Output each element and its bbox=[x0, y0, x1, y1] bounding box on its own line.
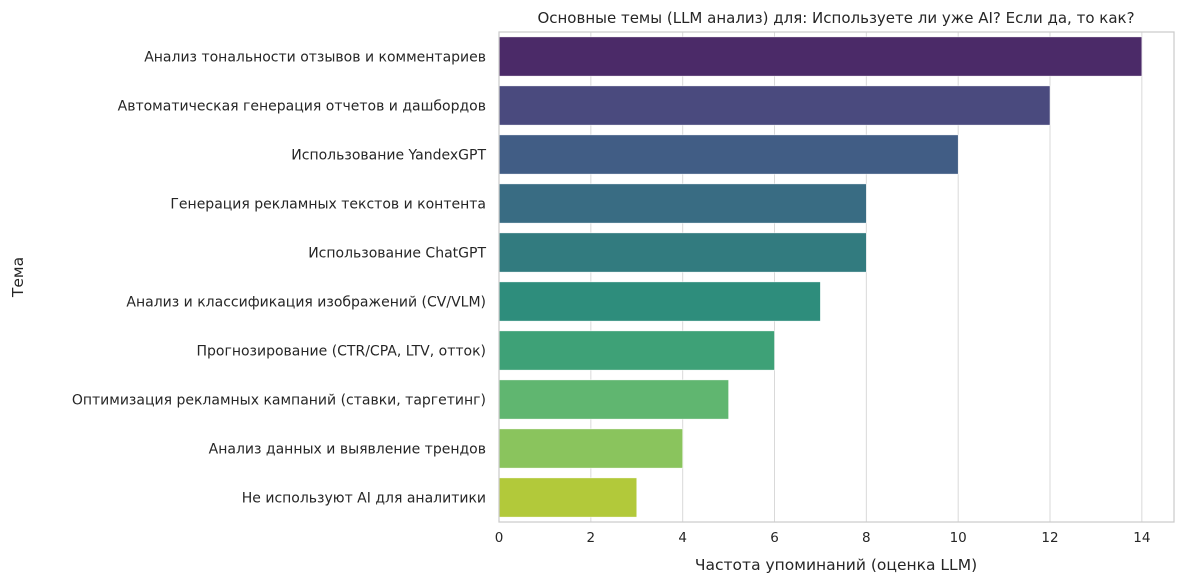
x-axis-label: Частота упоминаний (оценка LLM) bbox=[695, 556, 977, 574]
bar bbox=[498, 428, 683, 469]
bar bbox=[498, 232, 867, 273]
y-tick-label: Анализ данных и выявление трендов bbox=[209, 442, 486, 458]
x-tick-label: 0 bbox=[495, 530, 504, 546]
y-tick-label: Прогнозирование (CTR/CPA, LTV, отток) bbox=[197, 344, 487, 360]
bar bbox=[498, 183, 867, 224]
y-tick-label: Генерация рекламных текстов и контента bbox=[170, 197, 486, 213]
y-tick-label: Автоматическая генерация отчетов и дашбо… bbox=[118, 99, 486, 115]
x-tick-label: 6 bbox=[770, 530, 779, 546]
x-tick-label: 14 bbox=[1133, 530, 1150, 546]
x-tick-label: 12 bbox=[1041, 530, 1058, 546]
y-axis-label: Тема bbox=[9, 257, 27, 298]
y-tick-label: Оптимизация рекламных кампаний (ставки, … bbox=[72, 393, 486, 409]
bar bbox=[498, 330, 775, 371]
chart-title: Основные темы (LLM анализ) для: Использу… bbox=[537, 9, 1134, 27]
bar bbox=[498, 85, 1051, 126]
y-tick-label: Использование ChatGPT bbox=[308, 246, 486, 262]
bar bbox=[498, 477, 638, 518]
plot-frame bbox=[498, 31, 1175, 523]
x-tick-label: 4 bbox=[678, 530, 687, 546]
x-tick-labels: 0 2 4 6 8 10 12 14 bbox=[495, 530, 1151, 546]
bar bbox=[498, 379, 729, 420]
y-tick-label: Анализ и классификация изображений (CV/V… bbox=[126, 295, 486, 311]
bar bbox=[498, 134, 959, 175]
x-tick-label: 8 bbox=[862, 530, 871, 546]
y-tick-labels: Анализ тональности отзывов и комментарие… bbox=[72, 50, 487, 507]
x-tick-label: 10 bbox=[950, 530, 967, 546]
bar bbox=[498, 36, 1143, 77]
y-tick-label: Не используют AI для аналитики bbox=[242, 491, 486, 507]
y-tick-label: Использование YandexGPT bbox=[291, 148, 486, 164]
bar bbox=[498, 281, 821, 322]
y-tick-label: Анализ тональности отзывов и комментарие… bbox=[144, 50, 486, 66]
x-tick-label: 2 bbox=[587, 530, 596, 546]
bars bbox=[498, 36, 1143, 518]
